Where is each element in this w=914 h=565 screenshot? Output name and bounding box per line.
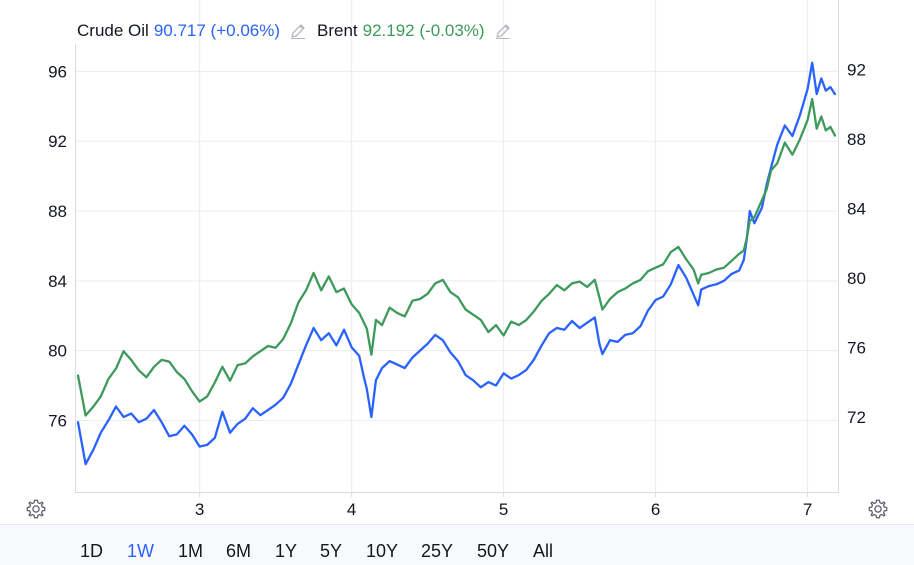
right-tick-label: 84 xyxy=(847,200,866,219)
brent-last-value: 92.192 xyxy=(362,21,415,40)
range-25y-button[interactable]: 25Y xyxy=(421,541,454,561)
crude-last-value: 90.717 xyxy=(153,21,206,40)
gear-icon[interactable] xyxy=(25,498,47,520)
brent-change: (-0.03%) xyxy=(419,21,485,40)
chart-grid xyxy=(75,0,838,492)
right-tick-label: 76 xyxy=(847,339,866,358)
range-5y-button[interactable]: 5Y xyxy=(320,541,343,561)
legend-brent-value: 92.192 (-0.03%) xyxy=(363,21,485,41)
left-tick-label: 84 xyxy=(48,272,67,291)
x-tick-label: 4 xyxy=(347,500,356,519)
price-chart[interactable]: 76 80 84 88 92 96 72 76 80 84 88 92 3 4 5 6 7 xyxy=(0,0,914,524)
x-tick-label: 7 xyxy=(803,500,812,519)
left-tick-label: 88 xyxy=(48,202,67,221)
legend: Crude Oil 90.717 (+0.06%) Brent 92.192 (… xyxy=(77,21,522,41)
range-10y-button[interactable]: 10Y xyxy=(366,541,399,561)
left-tick-label: 76 xyxy=(48,411,67,430)
right-tick-label: 72 xyxy=(847,408,866,427)
chart-frame xyxy=(75,0,839,493)
left-tick-label: 96 xyxy=(48,62,67,81)
x-tick-label: 3 xyxy=(195,500,204,519)
gear-icon[interactable] xyxy=(867,498,889,520)
range-all-button[interactable]: All xyxy=(533,541,554,561)
range-1d-button[interactable]: 1D xyxy=(80,541,104,561)
right-tick-label: 80 xyxy=(847,269,866,288)
x-tick-label: 6 xyxy=(651,500,660,519)
right-tick-label: 92 xyxy=(847,61,866,80)
range-1y-button[interactable]: 1Y xyxy=(275,541,298,561)
range-1m-button[interactable]: 1M xyxy=(178,541,204,561)
crude-change: (+0.06%) xyxy=(210,21,280,40)
x-axis: 3 4 5 6 7 xyxy=(195,492,812,519)
legend-crude-name: Crude Oil xyxy=(77,21,149,40)
pencil-icon[interactable] xyxy=(289,22,307,40)
right-tick-label: 88 xyxy=(847,130,866,149)
x-tick-label: 5 xyxy=(499,500,508,519)
series-line-brent[interactable] xyxy=(76,97,837,417)
range-50y-button[interactable]: 50Y xyxy=(477,541,510,561)
right-axis: 72 76 80 84 88 92 xyxy=(847,61,866,428)
range-6m-button[interactable]: 6M xyxy=(226,541,252,561)
series-lines[interactable] xyxy=(76,61,837,466)
left-axis: 76 80 84 88 92 96 xyxy=(48,62,67,430)
pencil-icon[interactable] xyxy=(494,22,512,40)
series-line-crude-oil[interactable] xyxy=(76,61,837,466)
left-tick-label: 92 xyxy=(48,132,67,151)
range-1w-button[interactable]: 1W xyxy=(127,541,154,561)
left-tick-label: 80 xyxy=(48,342,67,361)
range-selector: 1D 1W 1M 6M 1Y 5Y 10Y 25Y 50Y All xyxy=(0,524,914,565)
legend-crude-value: 90.717 (+0.06%) xyxy=(154,21,280,41)
legend-brent-name: Brent xyxy=(317,21,358,40)
